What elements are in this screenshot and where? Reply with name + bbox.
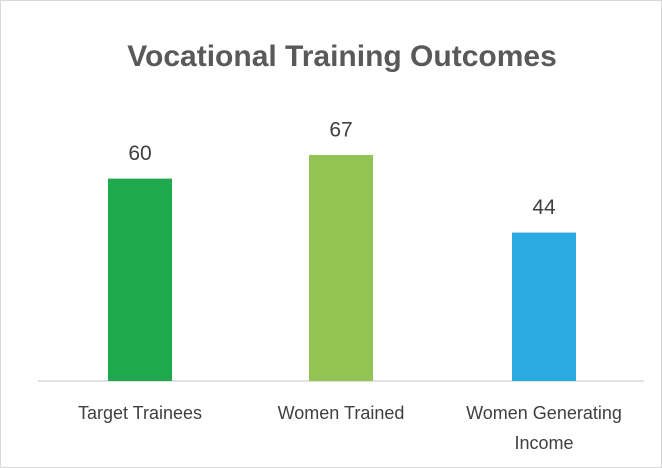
value-label: 60 bbox=[128, 142, 151, 165]
value-label: 67 bbox=[329, 119, 352, 142]
bar bbox=[512, 232, 576, 381]
x-tick-label: Target Trainees bbox=[77, 403, 203, 423]
x-tick-label: Women Generating Income bbox=[466, 403, 622, 453]
x-tick-label: Women Trained bbox=[277, 403, 405, 423]
bar bbox=[108, 178, 172, 381]
bar bbox=[309, 155, 373, 381]
value-label: 44 bbox=[532, 196, 556, 219]
chart-title: Vocational Training Outcomes bbox=[127, 40, 557, 73]
